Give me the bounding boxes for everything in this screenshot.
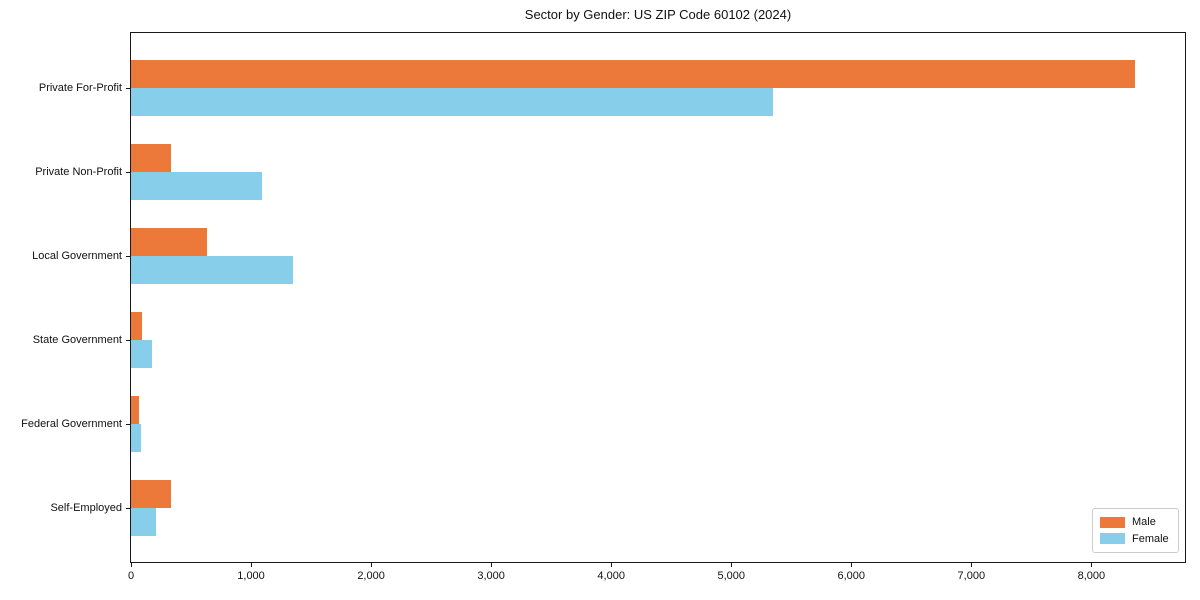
legend-item-male: Male (1100, 516, 1171, 528)
y-axis-label-state-government: State Government (32, 334, 122, 346)
bar-female-private-non-profit (131, 172, 262, 200)
x-axis-tick-3000 (491, 563, 493, 567)
bar-male-local-government (131, 228, 207, 256)
x-axis-label-5000: 5,000 (717, 570, 745, 582)
y-axis-label-private-for-profit: Private For-Profit (38, 82, 122, 94)
x-axis-tick-2000 (371, 563, 373, 567)
x-axis-label-8000: 8,000 (1077, 570, 1106, 582)
bar-male-self-employed (131, 480, 171, 508)
bar-male-federal-government (131, 396, 139, 424)
y-axis-tick-private-for-profit (126, 88, 130, 89)
legend-label-female: Female (1132, 532, 1169, 545)
y-axis-label-local-government: Local Government (32, 250, 122, 262)
x-axis-tick-6000 (851, 563, 853, 567)
y-axis-label-self-employed: Self-Employed (50, 502, 122, 514)
x-axis-tick-1000 (251, 563, 253, 567)
x-axis-tick-5000 (731, 563, 733, 567)
bar-female-federal-government (131, 424, 141, 452)
bar-female-private-for-profit (131, 88, 773, 116)
x-axis-tick-8000 (1091, 563, 1093, 567)
bar-female-self-employed (131, 508, 156, 536)
bar-female-state-government (131, 340, 152, 368)
x-axis-tick-7000 (971, 563, 973, 567)
y-axis-label-federal-government: Federal Government (21, 418, 122, 430)
plot-area (130, 32, 1186, 563)
y-axis-tick-private-non-profit (126, 172, 130, 173)
legend-label-male: Male (1132, 516, 1156, 529)
bar-male-private-non-profit (131, 144, 171, 172)
y-axis-label-private-non-profit: Private Non-Profit (35, 166, 122, 178)
legend-item-female: Female (1100, 533, 1171, 545)
y-axis-tick-federal-government (126, 424, 130, 425)
y-axis-tick-local-government (126, 256, 130, 257)
bar-male-private-for-profit (131, 60, 1135, 88)
legend-swatch-female (1100, 533, 1125, 545)
x-axis-label-4000: 4,000 (597, 570, 625, 582)
bar-female-local-government (131, 256, 293, 284)
legend-swatch-male (1100, 516, 1125, 528)
bar-male-state-government (131, 312, 142, 340)
x-axis-tick-0 (131, 563, 132, 567)
legend: Male Female (1092, 508, 1179, 553)
chart-title: Sector by Gender: US ZIP Code 60102 (202… (524, 7, 792, 22)
x-axis-label-0: 0 (127, 570, 135, 582)
y-axis-tick-self-employed (126, 508, 130, 509)
x-axis-label-3000: 3,000 (477, 570, 505, 582)
x-axis-label-1000: 1,000 (237, 570, 265, 582)
x-axis-label-6000: 6,000 (837, 570, 866, 582)
x-axis-label-2000: 2,000 (357, 570, 385, 582)
x-axis-label-7000: 7,000 (957, 570, 986, 582)
x-axis-tick-4000 (611, 563, 613, 567)
y-axis-tick-state-government (126, 340, 130, 341)
